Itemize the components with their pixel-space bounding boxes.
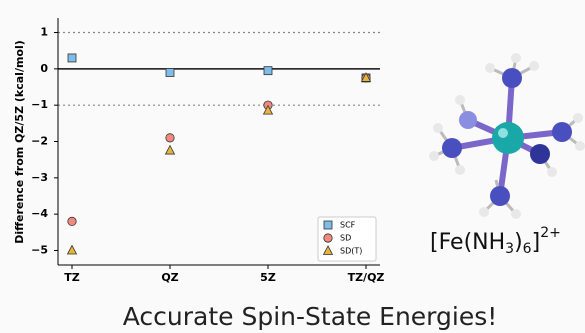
y-tick-label: −4 xyxy=(31,207,48,220)
x-tick-label: 5Z xyxy=(260,271,276,284)
y-tick-label: 0 xyxy=(40,62,48,75)
y-tick-label: −2 xyxy=(31,135,48,148)
y-axis-label: Difference from QZ/5Z (kcal/mol) xyxy=(13,40,26,244)
x-tick-label: TZ xyxy=(64,271,80,284)
x-tick-label: TZ/QZ xyxy=(348,271,385,284)
formula-part: ) xyxy=(514,230,523,255)
marker-circle xyxy=(68,217,76,225)
y-tick-label: −1 xyxy=(31,98,48,111)
formula-subscript: 6 xyxy=(523,241,532,257)
page: [Fe(NH3)6]2+ Accurate Spin-State Energie… xyxy=(0,0,585,333)
y-tick-label: 1 xyxy=(40,26,48,39)
marker-square xyxy=(166,68,174,76)
background xyxy=(0,0,585,333)
formula-part: [Fe(NH xyxy=(430,230,505,255)
marker-square xyxy=(324,221,332,229)
legend-label: SD xyxy=(340,234,351,243)
marker-square xyxy=(264,67,272,75)
marker-square xyxy=(68,54,76,62)
caption: Accurate Spin-State Energies! xyxy=(123,302,498,331)
y-tick-label: −5 xyxy=(31,243,48,256)
formula-part: ] xyxy=(532,230,541,255)
formula-superscript: 2+ xyxy=(540,225,561,241)
marker-circle xyxy=(166,134,174,142)
legend-label: SCF xyxy=(340,221,356,230)
y-tick-label: −3 xyxy=(31,171,48,184)
formula-subscript: 3 xyxy=(505,241,514,257)
x-tick-label: QZ xyxy=(161,271,178,284)
graphical-abstract: [Fe(NH3)6]2+ Accurate Spin-State Energie… xyxy=(0,0,585,333)
legend-label: SD(T) xyxy=(340,247,362,256)
marker-circle xyxy=(324,234,332,242)
